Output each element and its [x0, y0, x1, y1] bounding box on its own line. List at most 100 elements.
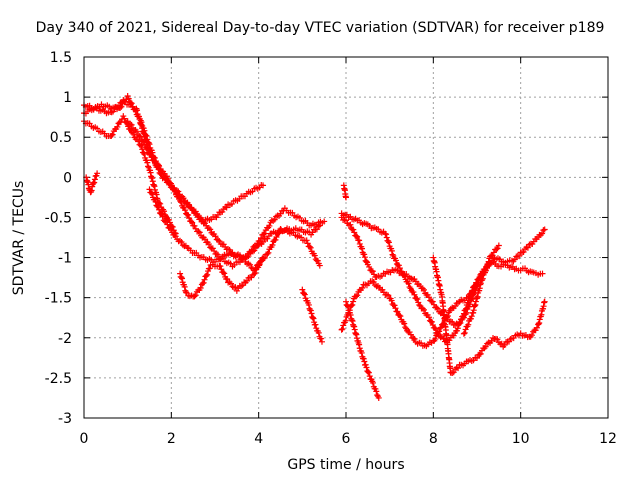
data-point — [205, 225, 212, 232]
data-point — [197, 284, 204, 291]
data-point — [196, 229, 203, 236]
data-point — [420, 286, 427, 293]
data-point — [137, 133, 144, 140]
data-point — [383, 234, 390, 241]
x-tick-label: 12 — [599, 431, 617, 447]
data-point — [182, 207, 189, 214]
data-point — [498, 340, 505, 347]
data-point — [185, 201, 192, 208]
x-tick-label: 0 — [80, 431, 89, 447]
data-point — [94, 170, 101, 177]
data-point — [264, 250, 271, 257]
data-point — [463, 305, 470, 312]
data-point — [389, 251, 396, 258]
data-point — [148, 189, 155, 196]
data-point — [273, 213, 280, 220]
data-point — [472, 283, 479, 290]
grid — [84, 57, 608, 418]
data-point — [432, 336, 439, 343]
data-point — [239, 282, 246, 289]
data-point — [406, 284, 413, 291]
data-point — [344, 302, 351, 309]
data-point — [266, 222, 273, 229]
data-point — [356, 345, 363, 352]
data-point — [428, 318, 435, 325]
data-point — [338, 326, 345, 333]
data-point — [144, 136, 151, 143]
data-point — [316, 262, 323, 269]
data-point — [359, 284, 366, 291]
data-point — [369, 268, 376, 275]
data-point — [203, 272, 210, 279]
data-point — [434, 305, 441, 312]
data-point — [385, 239, 392, 246]
data-point — [407, 331, 414, 338]
x-tick-label: 6 — [342, 431, 351, 447]
data-point — [494, 336, 501, 343]
data-point — [114, 123, 121, 130]
data-point — [533, 324, 540, 331]
data-point — [215, 237, 222, 244]
data-point — [139, 146, 146, 153]
data-point — [276, 229, 283, 236]
data-point — [133, 128, 140, 135]
data-point — [309, 314, 316, 321]
data-point — [493, 246, 500, 253]
data-point — [144, 146, 151, 153]
x-tick-label: 4 — [254, 431, 263, 447]
data-point — [539, 270, 546, 277]
data-point — [182, 289, 189, 296]
data-point — [260, 254, 267, 261]
data-point — [401, 320, 408, 327]
y-tick-label: -1.5 — [45, 291, 72, 307]
data-point — [220, 241, 227, 248]
data-point — [541, 226, 548, 233]
data-point — [91, 179, 98, 186]
data-point — [360, 355, 367, 362]
data-point — [207, 244, 214, 251]
data-point — [401, 273, 408, 280]
data-point — [462, 326, 469, 333]
data-point — [140, 149, 147, 156]
data-point — [166, 225, 173, 232]
data-point — [528, 332, 535, 339]
data-point — [456, 320, 463, 327]
data-point — [177, 270, 184, 277]
series-track-12 — [343, 298, 382, 401]
data-point — [138, 143, 145, 150]
data-point — [460, 330, 467, 337]
data-point — [220, 269, 227, 276]
data-point — [348, 317, 355, 324]
data-point — [516, 253, 523, 260]
data-point — [127, 99, 134, 106]
data-point — [462, 307, 469, 314]
data-point — [362, 361, 369, 368]
data-point — [256, 237, 263, 244]
data-point — [388, 247, 395, 254]
data-point — [397, 313, 404, 320]
data-point — [140, 138, 147, 145]
data-point — [249, 247, 256, 254]
data-point — [245, 260, 252, 267]
data-point — [146, 186, 153, 193]
data-point — [91, 176, 98, 183]
data-point — [192, 292, 199, 299]
data-point — [458, 316, 465, 323]
data-point — [152, 198, 159, 205]
data-point — [366, 373, 373, 380]
data-point — [365, 368, 372, 375]
data-point — [479, 277, 486, 284]
data-point — [252, 269, 259, 276]
data-point — [468, 313, 475, 320]
data-point — [157, 200, 164, 207]
data-point — [416, 302, 423, 309]
data-point — [150, 157, 157, 164]
data-point — [156, 206, 163, 213]
data-point — [501, 342, 508, 349]
data-point — [396, 312, 403, 319]
data-point — [261, 230, 268, 237]
data-point — [468, 290, 475, 297]
data-point — [159, 213, 166, 220]
data-point — [395, 262, 402, 269]
